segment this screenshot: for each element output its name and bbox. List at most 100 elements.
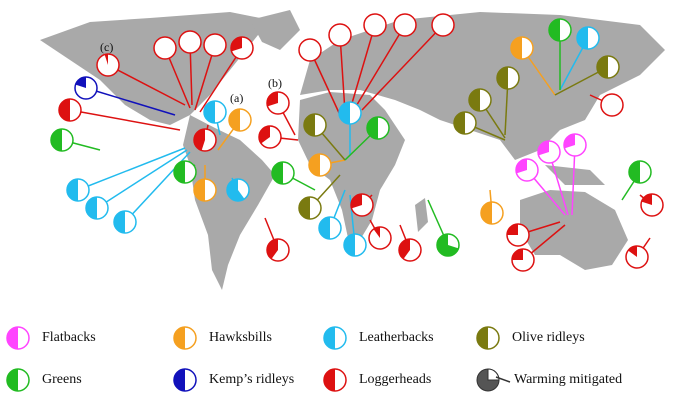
leader-line [199,47,243,113]
pie [303,113,327,137]
pie-wedge [304,114,315,136]
leader-line [354,24,406,109]
pie-wedge [437,234,459,256]
pie [298,196,322,220]
pie [563,133,587,157]
pies [50,13,664,272]
pie-wedge [507,224,518,235]
pie-wedge [67,179,78,201]
pie-wedge [204,101,215,123]
leader-line [349,24,376,111]
legend-swatch-wedge [477,327,488,349]
pie-wedge [564,134,575,149]
pie-wedge [549,19,560,41]
pie-wedge [497,67,508,89]
pie [338,101,362,125]
pie [50,128,74,152]
pie-wedge [51,129,62,151]
pie [193,178,217,202]
pie [600,93,624,117]
pie [506,223,530,247]
pie-wedge [538,141,549,156]
pie [480,201,504,225]
legend-label: Hawksbills [209,330,272,345]
pie [230,36,254,60]
pie [496,66,520,90]
pie [510,36,534,60]
pie-base [431,13,455,37]
pie [548,18,572,42]
pie-wedge [399,239,410,259]
legend-swatch-wedge [487,368,500,381]
pie-base [178,30,202,54]
pie-wedge [272,162,283,184]
legend-swatch-wedge [7,327,18,349]
pie [511,248,535,272]
pie-base [203,33,227,57]
pie-wedge [299,197,310,219]
south-america [183,115,275,290]
legend-label: Warming mitigated [514,372,622,387]
pie [363,13,387,37]
pie-base [298,38,322,62]
australia [520,190,628,270]
pie [58,98,82,122]
pie [468,88,492,112]
legend-item: Loggerheads [323,368,431,392]
pie-wedge [481,202,492,224]
pie-wedge [194,129,205,151]
pie [173,160,197,184]
pie [113,210,137,234]
pie-wedge [469,89,480,111]
pie [266,91,290,115]
pie [453,111,477,135]
legend-item: Leatherbacks [323,326,434,350]
pie-base [328,23,352,47]
legend-label: Olive ridleys [512,330,585,345]
legend-label: Kemp’s ridleys [209,372,294,387]
pie [398,238,422,262]
legend-swatch-wedge [324,369,335,391]
indonesia [545,165,605,185]
pie-wedge [516,159,527,174]
pie [576,26,600,50]
pie [203,100,227,124]
leader-line [309,49,341,116]
pie-wedge [194,179,205,201]
pie [228,108,252,132]
pie-wedge [373,227,380,238]
pie-wedge [231,37,242,52]
pie-wedge [628,246,637,257]
legend-item: Hawksbills [173,326,272,350]
leader-line [107,64,186,106]
pie-wedge [174,161,185,183]
pie [625,245,649,269]
pie [628,160,652,184]
pie-base [363,13,387,37]
pie [85,196,109,220]
pie [537,140,561,164]
pie-wedge [227,179,245,201]
pie [350,193,374,217]
pie-wedge [267,92,278,107]
pie [226,178,250,202]
pie-wedge [351,194,362,209]
legend-item: Flatbacks [6,326,96,350]
pie [318,216,342,240]
pie [515,158,539,182]
pie-base [600,93,624,117]
pie-wedge [267,239,278,259]
annotation: (b) [268,76,282,90]
pie [328,23,352,47]
legend-item: Greens [6,368,82,392]
pie [271,161,295,185]
annotation: (a) [230,91,243,105]
pie-wedge [454,112,465,134]
pie-wedge [577,27,588,49]
pie-wedge [629,161,640,183]
pie-wedge [104,54,108,65]
pie [66,178,90,202]
pie-wedge [259,126,270,144]
legend: Flatbacks Hawksbills Leatherbacks Olive rid… [6,326,622,392]
leader-line [339,34,346,113]
